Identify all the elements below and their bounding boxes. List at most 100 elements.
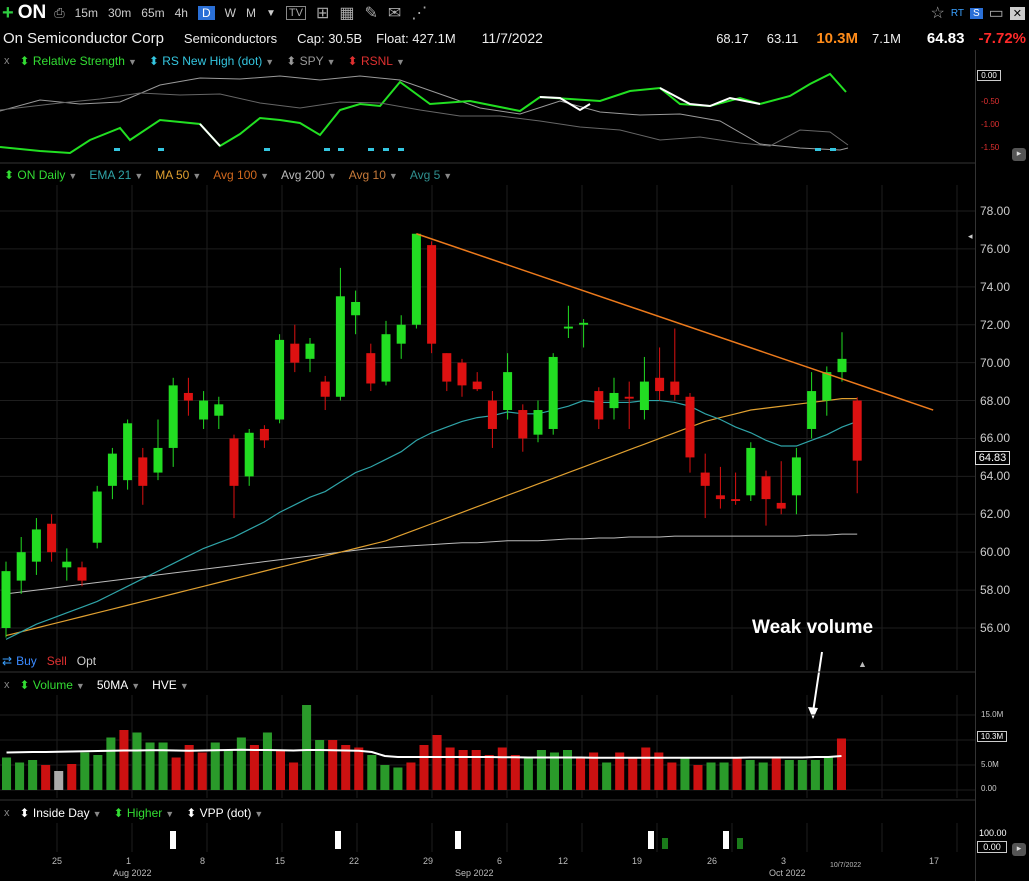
candle-body <box>320 381 330 397</box>
price-item-on-daily[interactable]: ⬍ ON Daily ▼ <box>4 168 78 182</box>
close-icon[interactable]: ✕ <box>1009 6 1025 20</box>
options-button[interactable]: Opt <box>76 654 97 668</box>
price-tick: 78.00 <box>980 204 1011 218</box>
print-icon[interactable]: ⎙ <box>54 5 65 20</box>
scale-arrow-icon[interactable]: ◂ <box>968 230 973 241</box>
volume-bar <box>158 742 168 790</box>
volume-item-hve[interactable]: HVE ▼ <box>152 678 189 692</box>
sell-button[interactable]: Sell <box>46 654 67 668</box>
volume-item-volume[interactable]: ⬍ Volume ▼ <box>19 678 85 692</box>
close-panel-icon[interactable]: x <box>4 679 10 691</box>
bottom-item-higher[interactable]: ⬍ Higher ▼ <box>113 806 175 820</box>
volume-bar <box>445 747 455 790</box>
rs-item-relative-strength[interactable]: ⬍ Relative Strength ▼ <box>19 54 137 68</box>
symbol-label[interactable]: ON <box>17 2 47 23</box>
price-item-avg100[interactable]: Avg 100 ▼ <box>213 168 269 182</box>
price-tick: 76.00 <box>980 241 1011 256</box>
interval-30m[interactable]: 30m <box>107 6 132 20</box>
price-tick: 74.00 <box>980 279 1011 294</box>
volume-bars <box>2 705 846 790</box>
rs-grey-line <box>0 92 849 147</box>
rs-item-new-high[interactable]: ⬍ RS New High (dot) ▼ <box>148 54 275 68</box>
rs-item-rsnl[interactable]: ⬍ RSNL ▼ <box>347 54 405 68</box>
candle-body <box>305 343 315 359</box>
close-panel-icon[interactable]: x <box>4 807 10 819</box>
share-icon[interactable]: ⋰ <box>411 5 428 22</box>
volume-bar <box>341 745 351 790</box>
close-panel-icon[interactable]: x <box>4 55 10 67</box>
volume-bar <box>210 742 220 790</box>
volume-bar <box>510 755 520 790</box>
volume-bar <box>223 750 233 790</box>
star-icon[interactable]: ☆ <box>930 5 945 22</box>
candle-body <box>47 523 57 553</box>
scroll-right-icon[interactable]: ▸ <box>1012 148 1026 161</box>
candle-body <box>457 362 467 386</box>
price-item-avg5[interactable]: Avg 5 ▼ <box>409 168 453 182</box>
rs-item-spy[interactable]: ⬍ SPY ▼ <box>286 54 336 68</box>
interval-65m[interactable]: 65m <box>141 6 165 20</box>
candle-body <box>351 301 361 316</box>
candlesticks <box>1 233 862 638</box>
inside-day-markers <box>170 831 743 849</box>
interval-15m[interactable]: 15m <box>74 6 98 20</box>
candle-body <box>168 385 178 448</box>
tv-icon[interactable]: TV <box>285 6 306 20</box>
symbol-header: On Semiconductor Corp Semiconductors Cap… <box>0 27 1029 49</box>
volume-bar <box>93 755 103 790</box>
collapse-up-icon[interactable]: ▲ <box>858 659 867 669</box>
rs-tick-1: -0.50 <box>981 97 1000 106</box>
trade-buttons: ⇄ Buy Sell Opt <box>0 654 96 668</box>
candle-body <box>31 529 41 562</box>
volume-bar <box>15 762 25 790</box>
price-tick: 72.00 <box>980 317 1011 332</box>
volume-bar <box>680 757 690 790</box>
candle-body <box>776 502 786 509</box>
volume-bar <box>615 752 625 790</box>
add-symbol-icon[interactable]: + <box>2 1 14 24</box>
interval-4h[interactable]: 4h <box>174 6 188 20</box>
buy-button[interactable]: Buy <box>16 654 37 668</box>
price-tick: 58.00 <box>980 583 1011 598</box>
volume-bar <box>536 750 546 790</box>
interval-d[interactable]: D <box>197 6 215 20</box>
price-item-ma50[interactable]: MA 50 ▼ <box>155 168 202 182</box>
price-item-avg200[interactable]: Avg 200 ▼ <box>280 168 337 182</box>
volume-bar <box>732 757 742 790</box>
calculator-icon[interactable]: ▦ <box>339 5 355 22</box>
interval-m[interactable]: M <box>245 6 256 20</box>
bottom-item-vpp[interactable]: ⬍ VPP (dot) ▼ <box>186 806 264 820</box>
rs-new-high-dots <box>114 148 836 151</box>
candle-body <box>746 447 756 496</box>
percent-change: -7.72% <box>978 29 1026 47</box>
candle-body <box>396 324 406 344</box>
trade-arrows-icon[interactable]: ⇄ <box>2 654 13 668</box>
price-tick: 68.00 <box>980 393 1011 408</box>
candle-body <box>548 356 558 429</box>
volume-bar <box>667 762 677 790</box>
rs-new-high-dot <box>815 148 821 151</box>
watchlist-add-icon[interactable]: ⊞ <box>315 5 330 22</box>
price-item-ema21[interactable]: EMA 21 ▼ <box>89 168 144 182</box>
chevron-down-icon[interactable]: ▼ <box>265 7 276 19</box>
volume-bar <box>302 705 312 790</box>
settings-icon[interactable]: ▭ <box>988 5 1004 22</box>
volume-bar <box>432 735 442 790</box>
notes-icon[interactable]: ✉ <box>387 5 402 22</box>
candle-body <box>229 438 239 486</box>
volume-panel-header: x ⬍ Volume ▼ 50MA ▼ HVE ▼ <box>0 677 201 693</box>
s-icon[interactable]: S <box>969 7 983 19</box>
scroll-right-icon[interactable]: ▸ <box>1012 843 1026 856</box>
volume-bar <box>249 745 259 790</box>
candle-body <box>275 339 285 420</box>
interval-w[interactable]: W <box>224 6 236 20</box>
candle-body <box>442 353 452 382</box>
price-item-avg10[interactable]: Avg 10 ▼ <box>348 168 398 182</box>
float: Float: 427.1M <box>376 30 456 46</box>
draw-icon[interactable]: ✎ <box>364 5 378 22</box>
realtime-icon[interactable]: RT <box>950 7 964 19</box>
volume-item-50ma[interactable]: 50MA ▼ <box>96 678 141 692</box>
volume-bar <box>589 752 599 790</box>
volume-bar <box>393 767 403 790</box>
bottom-item-inside-day[interactable]: ⬍ Inside Day ▼ <box>19 806 102 820</box>
